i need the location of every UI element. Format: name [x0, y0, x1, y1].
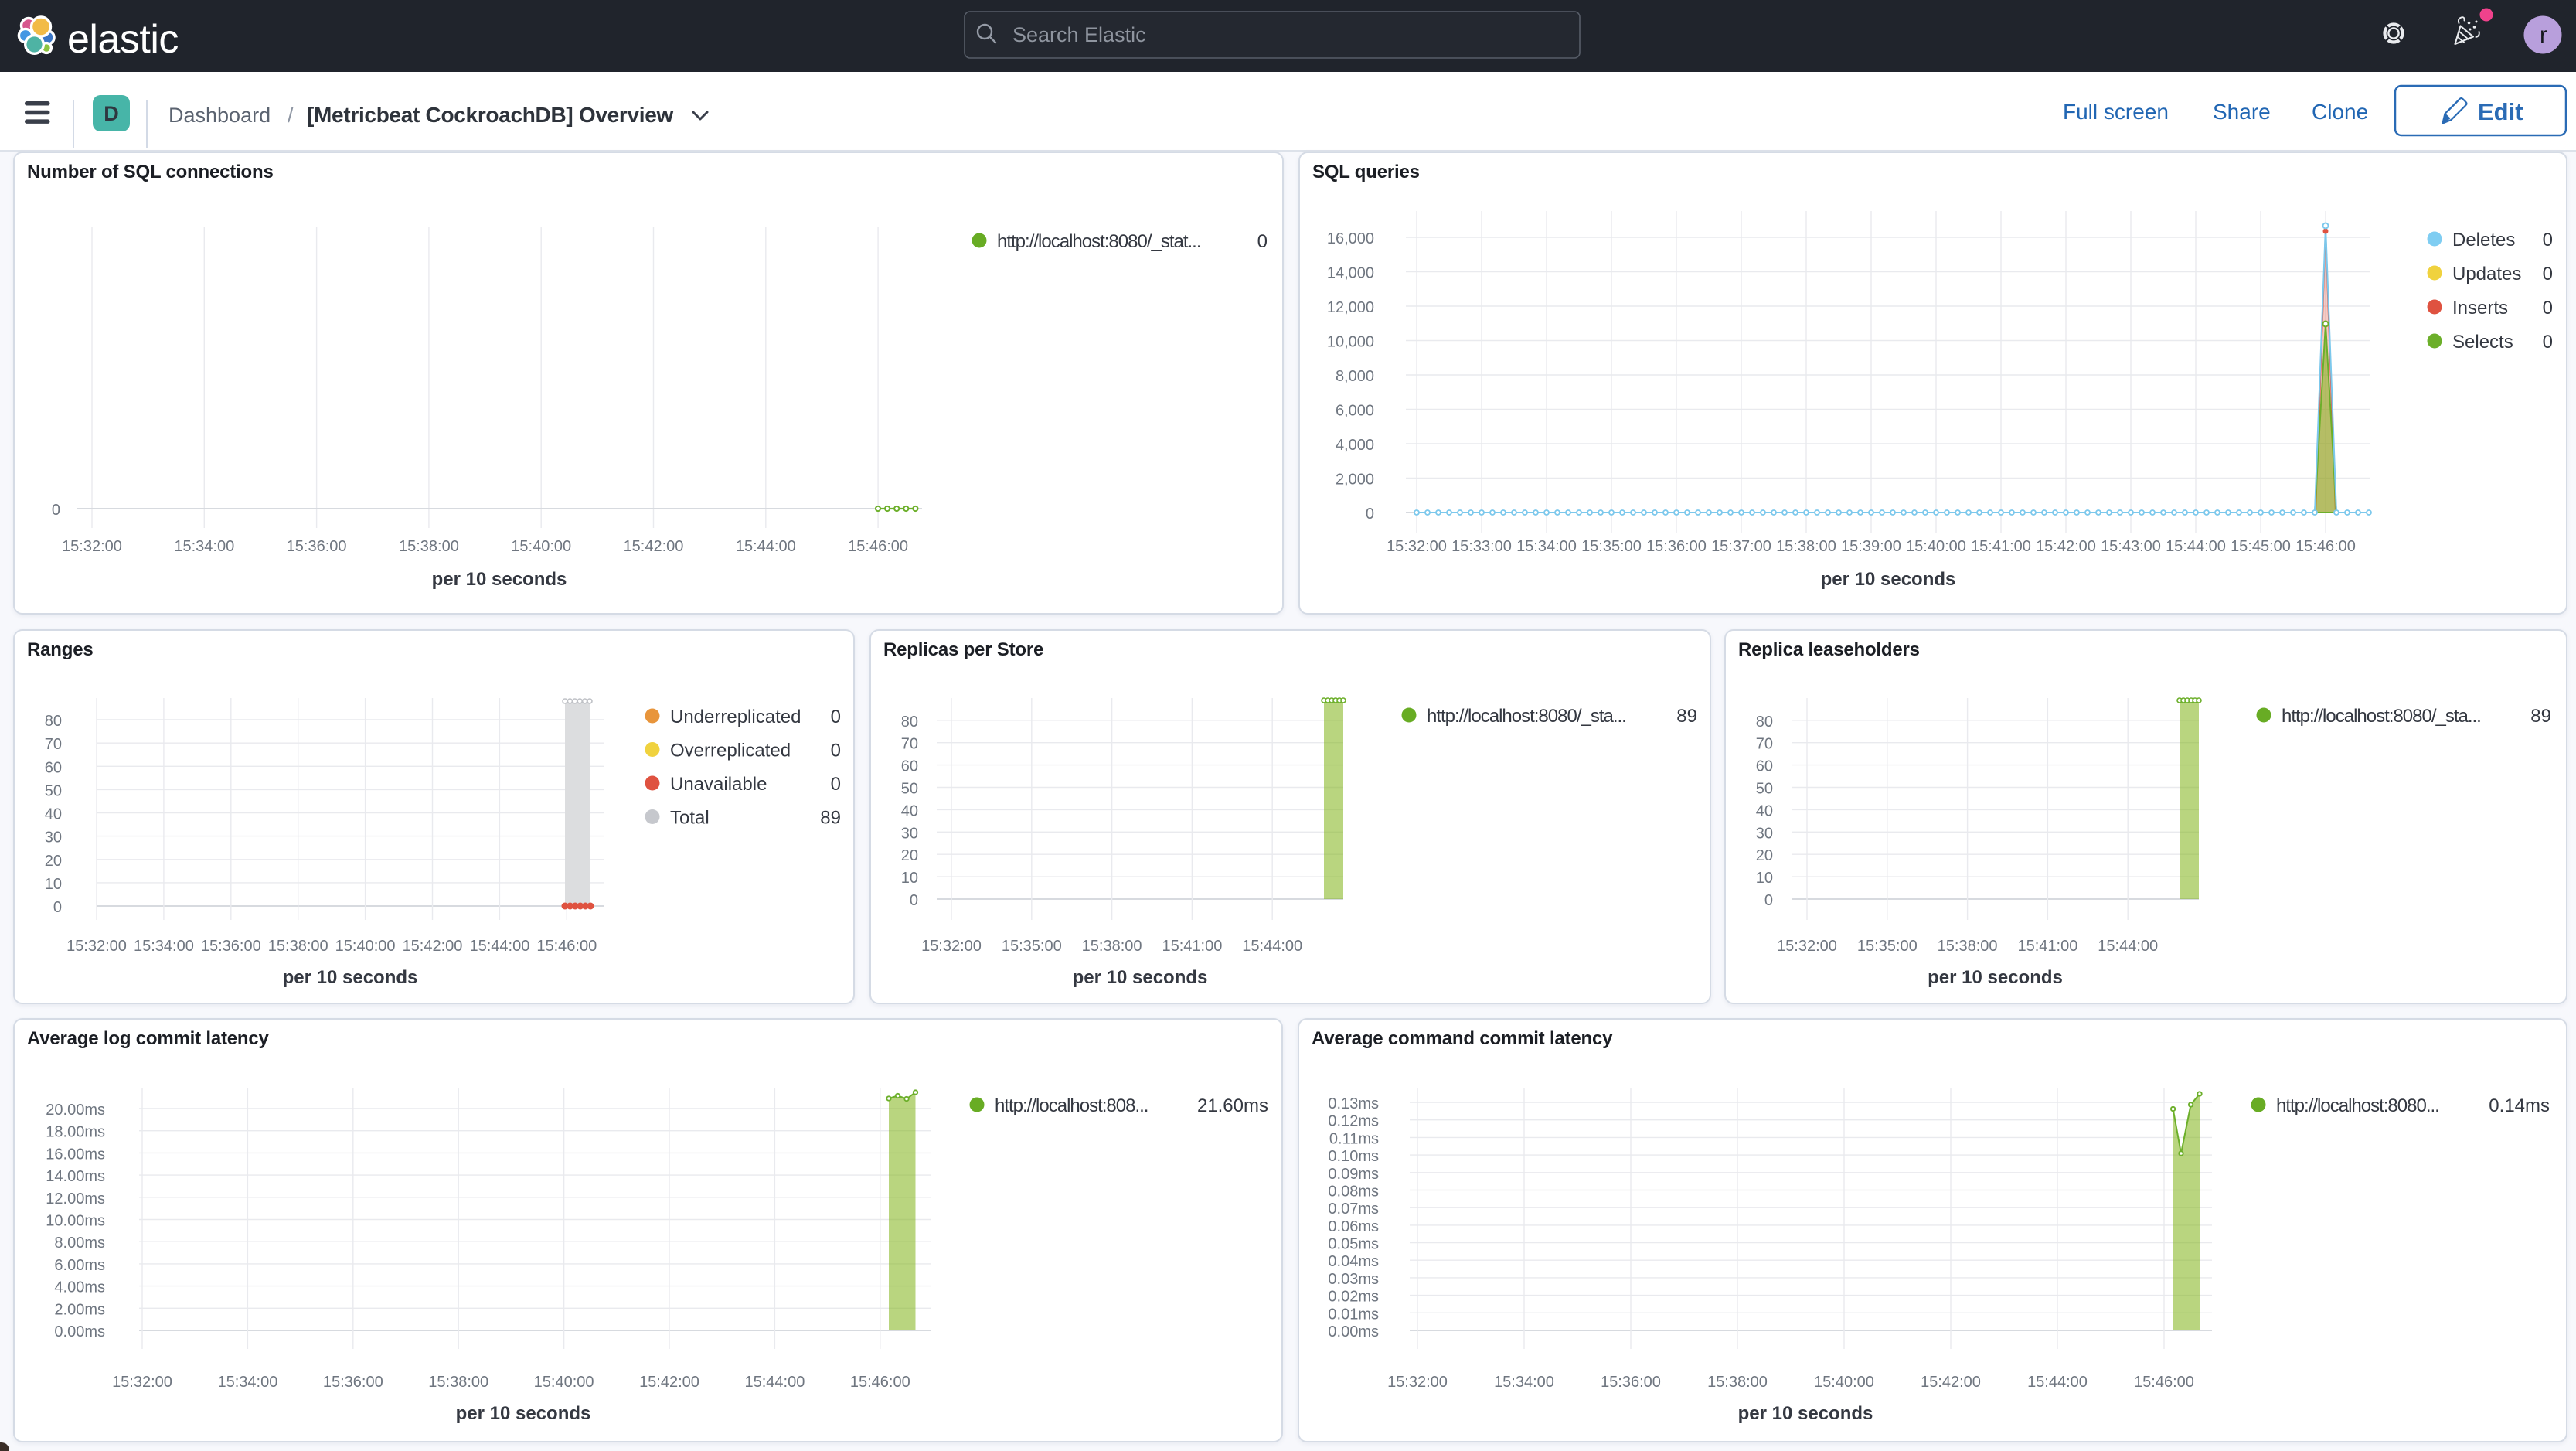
- svg-text:Full screen: Full screen: [2063, 100, 2169, 124]
- svg-text:Edit: Edit: [2478, 98, 2523, 125]
- svg-text:Search Elastic: Search Elastic: [1012, 23, 1146, 46]
- svg-text:Clone: Clone: [2312, 100, 2368, 124]
- svg-text:elastic: elastic: [67, 17, 179, 62]
- svg-text:r: r: [2540, 22, 2547, 48]
- svg-text:/: /: [288, 104, 294, 127]
- svg-text:Dashboard: Dashboard: [168, 104, 271, 127]
- svg-text:Share: Share: [2213, 100, 2271, 124]
- svg-text:[Metricbeat CockroachDB] Overv: [Metricbeat CockroachDB] Overview: [307, 103, 674, 127]
- svg-text:D: D: [104, 102, 119, 125]
